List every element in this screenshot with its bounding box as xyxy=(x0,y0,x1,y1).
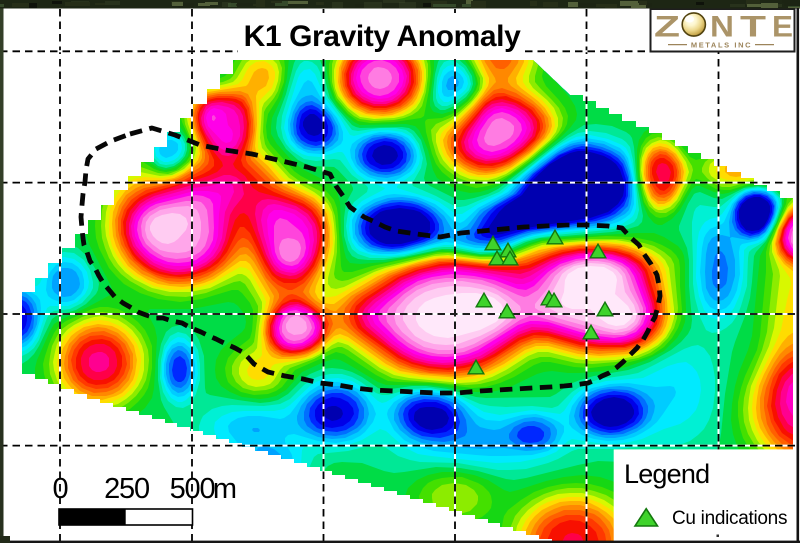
svg-text:250: 250 xyxy=(104,473,149,505)
svg-text:METALS INC: METALS INC xyxy=(691,40,752,49)
svg-text:E: E xyxy=(772,11,793,44)
svg-text:Z: Z xyxy=(654,11,680,44)
svg-text:N: N xyxy=(710,11,734,44)
svg-text:K1 Gravity Anomaly: K1 Gravity Anomaly xyxy=(244,20,522,53)
svg-text:Cu indications: Cu indications xyxy=(672,508,787,529)
svg-text:0: 0 xyxy=(53,473,68,505)
svg-text:m: m xyxy=(213,473,237,505)
svg-text:500: 500 xyxy=(170,473,215,505)
svg-text:Legend: Legend xyxy=(624,459,709,489)
svg-text:T: T xyxy=(740,11,766,44)
